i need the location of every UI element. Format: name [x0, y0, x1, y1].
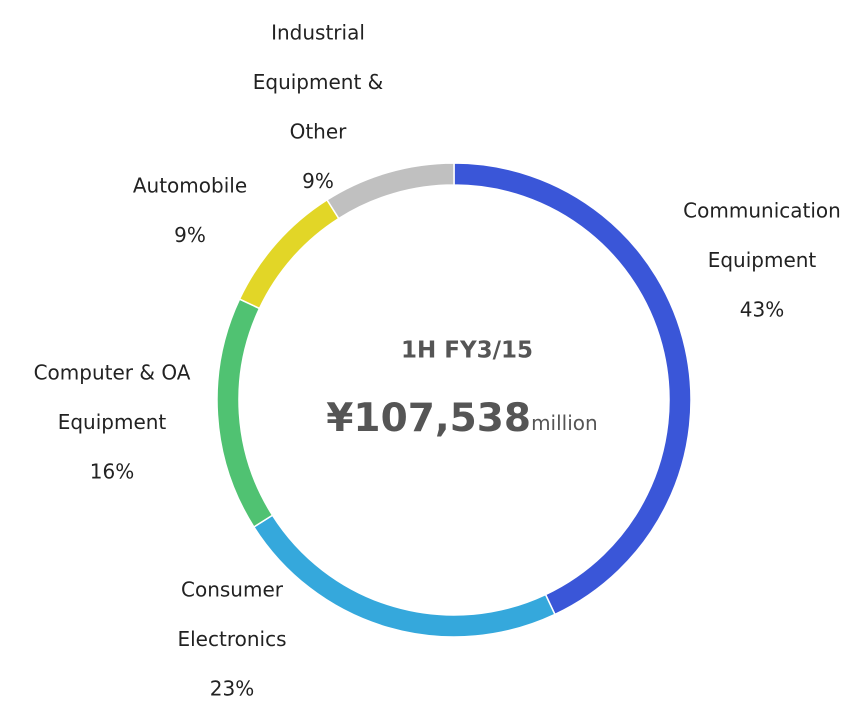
- center-total: ¥107,538million: [326, 396, 597, 441]
- center-value: ¥107,538: [326, 396, 531, 441]
- value-label: 23%: [210, 677, 254, 701]
- category-label: Equipment: [708, 248, 817, 272]
- donut-segment: [216, 298, 274, 529]
- category-label: Consumer: [181, 578, 284, 602]
- category-label: Electronics: [177, 627, 286, 651]
- category-label: Equipment &: [253, 70, 384, 94]
- value-label: 9%: [302, 169, 334, 193]
- donut-segment: [325, 162, 455, 220]
- category-label: Equipment: [58, 410, 167, 434]
- category-label: Computer & OA: [34, 361, 191, 385]
- donut-segment: [252, 514, 556, 638]
- center-unit: million: [531, 411, 598, 435]
- donut-segment: [453, 162, 692, 616]
- value-label: 9%: [174, 223, 206, 247]
- category-label: Other: [290, 120, 348, 144]
- donut-segment: [238, 198, 340, 310]
- category-label: Industrial: [271, 21, 365, 45]
- value-label: 43%: [740, 298, 784, 322]
- value-label: 16%: [90, 460, 134, 484]
- category-label: Automobile: [133, 174, 247, 198]
- center-title: 1H FY3/15: [401, 338, 533, 364]
- category-label: Communication: [683, 199, 841, 223]
